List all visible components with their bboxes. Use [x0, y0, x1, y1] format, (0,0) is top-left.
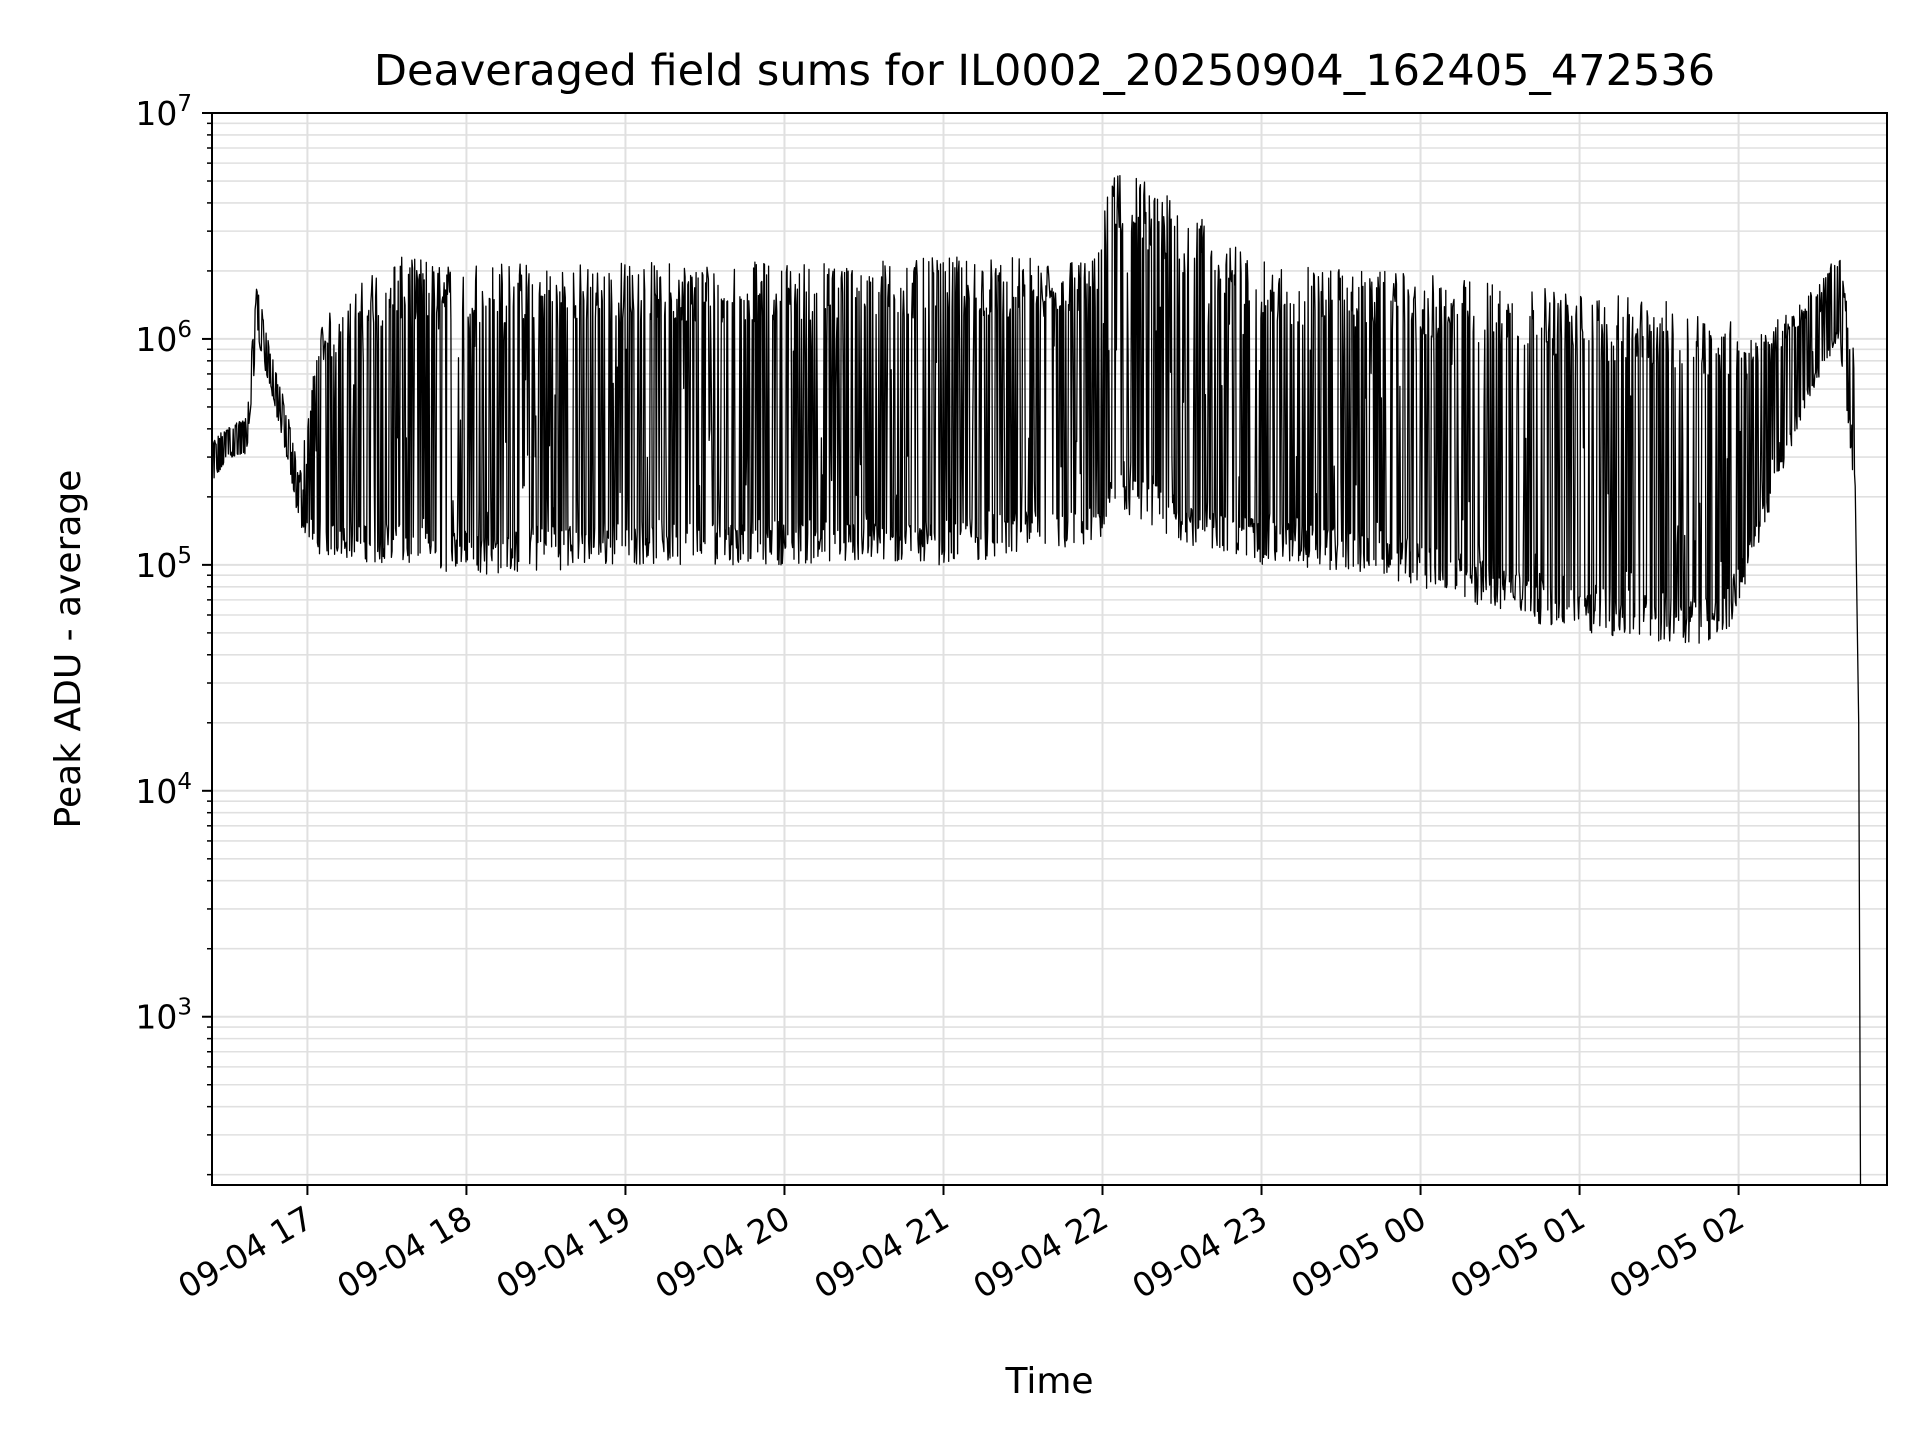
- x-axis-label: Time: [1004, 1361, 1093, 1402]
- chart-title: Deaveraged field sums for IL0002_2025090…: [374, 46, 1715, 96]
- y-tick-label: 105: [135, 543, 192, 585]
- y-tick-label: 103: [135, 995, 192, 1037]
- data-series-line: [211, 174, 1862, 1186]
- y-axis-label: Peak ADU - average: [48, 470, 89, 829]
- y-tick-label: 106: [135, 317, 192, 359]
- series-line: [211, 174, 1862, 1186]
- plot-frame: [211, 112, 1888, 1186]
- y-tick-label: 107: [135, 91, 192, 133]
- y-tick-label: 104: [135, 769, 192, 811]
